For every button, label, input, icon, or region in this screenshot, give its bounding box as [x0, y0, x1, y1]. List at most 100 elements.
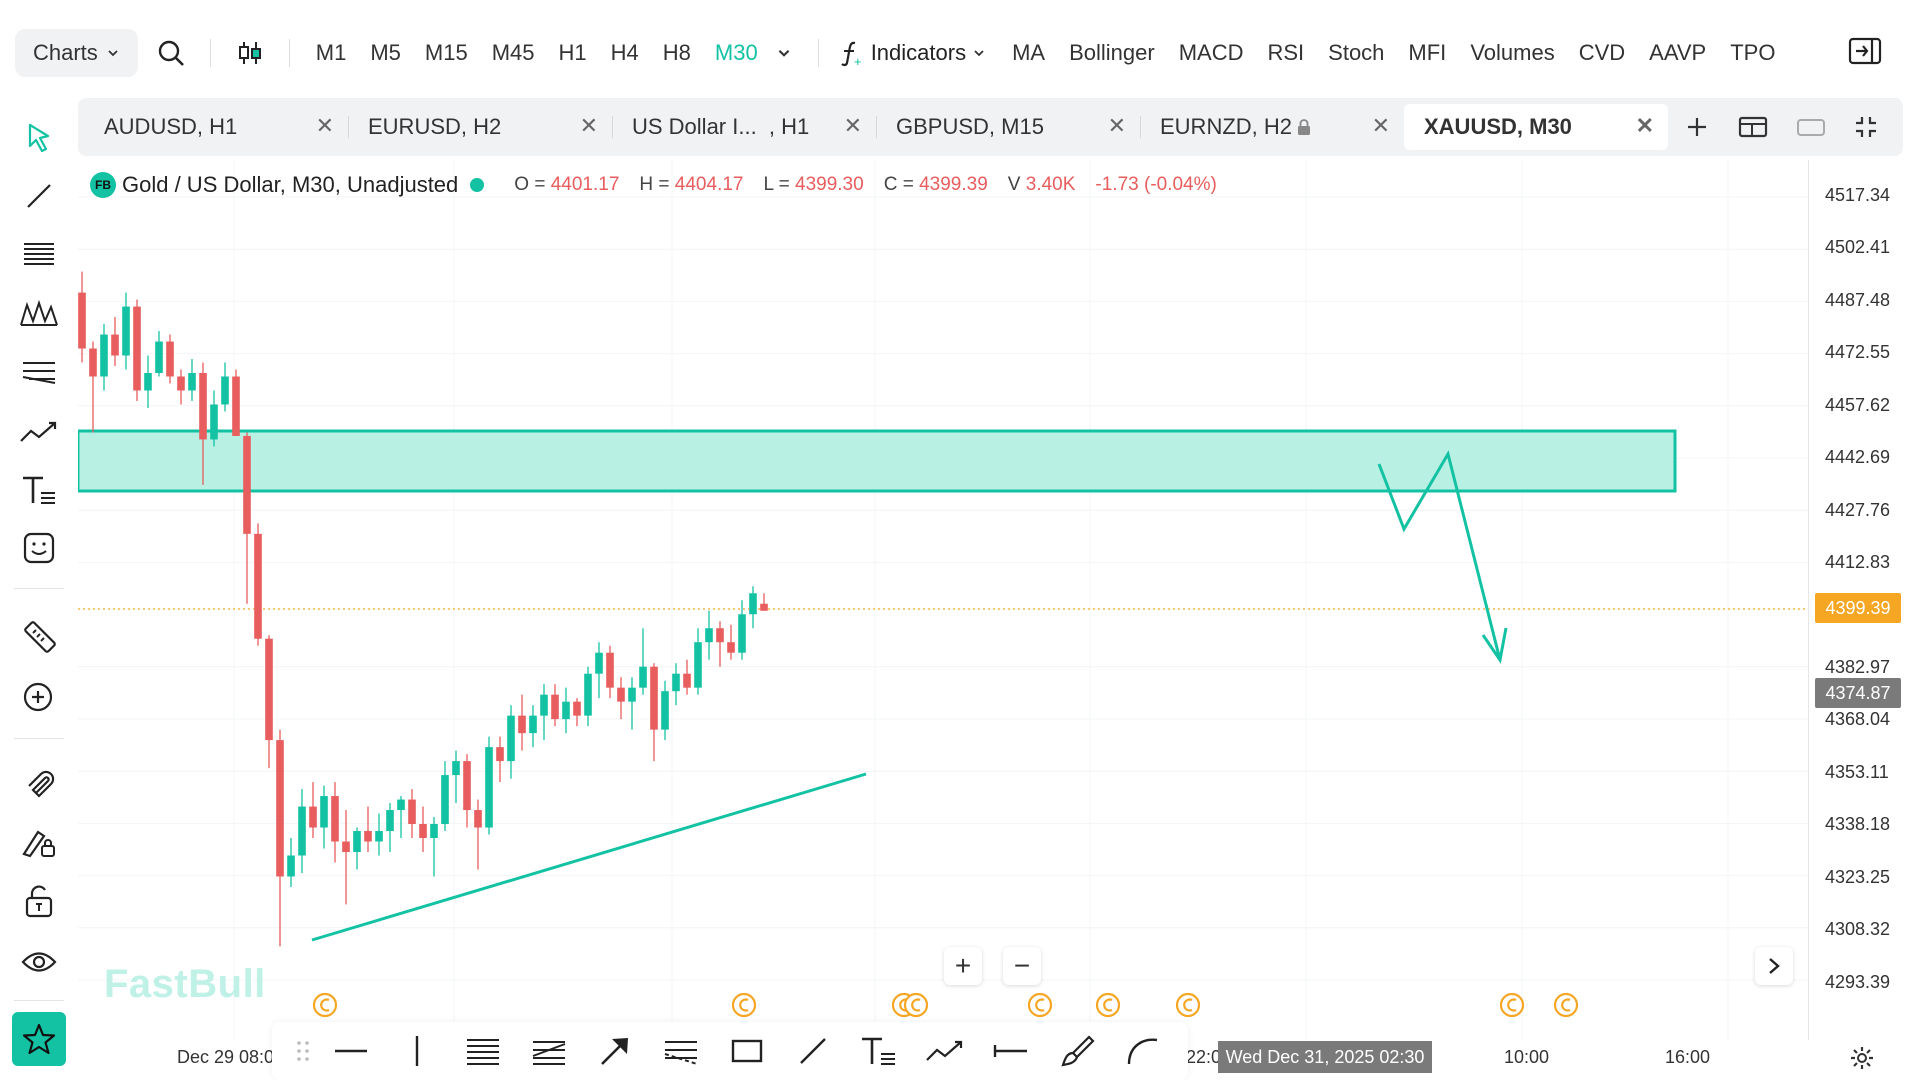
charts-label: Charts: [33, 40, 98, 65]
fib-retracement-icon[interactable]: [19, 234, 59, 274]
economic-event-icon[interactable]: [1553, 992, 1579, 1018]
economic-event-icon[interactable]: [1027, 992, 1053, 1018]
regression-icon[interactable]: [648, 1026, 714, 1076]
price-chart[interactable]: [78, 160, 1808, 1040]
candle: [738, 600, 746, 660]
candle-body: [749, 593, 757, 615]
brush-icon[interactable]: [1044, 1026, 1110, 1076]
indicator-ma[interactable]: MA: [1012, 40, 1046, 65]
timeframe-m45[interactable]: M45: [491, 40, 535, 65]
collapse-panel-icon[interactable]: [1848, 36, 1882, 72]
fullscreen-exit-icon[interactable]: [1854, 115, 1878, 139]
lock-drawings-icon[interactable]: [19, 822, 59, 862]
price-label: 4502.41: [1825, 237, 1891, 257]
indicator-rsi[interactable]: RSI: [1267, 40, 1305, 65]
indicator-stoch[interactable]: Stoch: [1328, 40, 1385, 65]
close-icon[interactable]: ✕: [843, 113, 862, 138]
tab-xauusd[interactable]: XAUUSD, M30 ✕: [1404, 104, 1668, 150]
timeframe-m5[interactable]: M5: [370, 40, 401, 65]
close-icon[interactable]: ✕: [1635, 113, 1654, 138]
economic-event-icon[interactable]: [1095, 992, 1121, 1018]
candle-body: [441, 775, 449, 825]
close-icon[interactable]: ✕: [579, 113, 598, 138]
trend-line-icon[interactable]: [19, 176, 59, 216]
projection-path[interactable]: [1377, 450, 1502, 661]
magnet-icon[interactable]: [19, 762, 59, 802]
economic-event-icon[interactable]: [312, 992, 338, 1018]
timeframe-m30[interactable]: M30: [714, 40, 758, 65]
rectangle-icon[interactable]: [714, 1026, 780, 1076]
divider: [288, 39, 290, 67]
candle-body: [122, 306, 130, 356]
line-segment-icon[interactable]: [780, 1026, 846, 1076]
event-marker-ring: [903, 992, 929, 1018]
indicators-button[interactable]: + Indicators: [833, 39, 992, 67]
zoom-in-icon[interactable]: [19, 678, 59, 718]
event-marker-ring: [1027, 992, 1053, 1018]
emoji-icon[interactable]: [19, 528, 59, 568]
timeframe-m15[interactable]: M15: [424, 40, 468, 65]
ray-icon[interactable]: [978, 1026, 1044, 1076]
charts-menu-button[interactable]: Charts: [15, 29, 138, 77]
candle-body: [243, 435, 251, 534]
tab-eurusd[interactable]: EURUSD, H2 ✕: [348, 104, 612, 150]
search-icon[interactable]: [146, 28, 196, 78]
tab-audusd[interactable]: AUDUSD, H1 ✕: [84, 104, 348, 150]
economic-event-icon[interactable]: [731, 992, 757, 1018]
text-tool-icon[interactable]: [19, 470, 59, 510]
indicator-bollinger[interactable]: Bollinger: [1069, 40, 1155, 65]
indicator-tpo[interactable]: TPO: [1730, 40, 1776, 65]
economic-event-icon[interactable]: [1175, 992, 1201, 1018]
timeframe-h1[interactable]: H1: [558, 40, 587, 65]
layout-icon[interactable]: [1738, 115, 1768, 139]
timeframe-h8[interactable]: H8: [662, 40, 691, 65]
candle: [595, 642, 603, 699]
arrow-icon[interactable]: [582, 1026, 648, 1076]
chevron-down-icon[interactable]: [776, 45, 792, 61]
add-tab-icon[interactable]: [1684, 114, 1710, 140]
tab-gbpusd[interactable]: GBPUSD, M15 ✕: [876, 104, 1140, 150]
tab-us-dollar-index[interactable]: US Dollar I... , H1 ✕: [612, 104, 876, 150]
text-icon[interactable]: [846, 1026, 912, 1076]
visibility-icon[interactable]: [19, 942, 59, 982]
economic-event-icon[interactable]: [1499, 992, 1525, 1018]
channel-icon[interactable]: [516, 1026, 582, 1076]
horizontal-line-icon[interactable]: [318, 1026, 384, 1076]
unlock-icon[interactable]: [19, 882, 59, 922]
drag-handle-icon[interactable]: [288, 1026, 318, 1076]
candle: [221, 362, 229, 412]
close-icon[interactable]: ✕: [1371, 113, 1390, 138]
zigzag-icon[interactable]: [19, 412, 59, 452]
ruler-icon[interactable]: [19, 618, 59, 658]
symbol-title[interactable]: Gold / US Dollar, M30, Unadjusted: [122, 172, 459, 197]
timeframe-m1[interactable]: M1: [315, 40, 347, 65]
parallel-channel-icon[interactable]: [19, 352, 59, 392]
indicator-volumes[interactable]: Volumes: [1470, 40, 1555, 65]
scroll-right-button[interactable]: [1755, 947, 1793, 985]
cursor-icon[interactable]: [19, 118, 59, 158]
zoom-in-button[interactable]: +: [944, 947, 982, 985]
candle-body: [166, 341, 174, 377]
tab-eurnzd[interactable]: EURNZD, H2 ✕: [1140, 104, 1404, 150]
pattern-icon[interactable]: [19, 294, 59, 334]
arc-icon[interactable]: [1110, 1026, 1176, 1076]
close-icon[interactable]: ✕: [1107, 113, 1126, 138]
economic-event-icon[interactable]: [903, 992, 929, 1018]
close-icon[interactable]: ✕: [315, 113, 334, 138]
resistance-zone[interactable]: [78, 429, 1677, 493]
candlestick-type-icon[interactable]: [225, 28, 275, 78]
vertical-line-icon[interactable]: [384, 1026, 450, 1076]
path-icon[interactable]: [912, 1026, 978, 1076]
settings-gear-icon[interactable]: [1849, 1045, 1875, 1076]
timeframe-h4[interactable]: H4: [610, 40, 639, 65]
indicator-cvd[interactable]: CVD: [1578, 40, 1626, 65]
indicator-macd[interactable]: MACD: [1178, 40, 1244, 65]
indicator-mfi[interactable]: MFI: [1408, 40, 1447, 65]
zoom-out-button[interactable]: −: [1003, 947, 1041, 985]
support-trendline[interactable]: [311, 772, 867, 942]
price-axis[interactable]: 4517.34 4502.41 4487.48 4472.55 4457.62 …: [1808, 160, 1920, 1040]
single-window-icon[interactable]: [1796, 115, 1826, 139]
favorites-star-button[interactable]: [12, 1012, 66, 1066]
fib-levels-icon[interactable]: [450, 1026, 516, 1076]
indicator-aavp[interactable]: AAVP: [1649, 40, 1707, 65]
